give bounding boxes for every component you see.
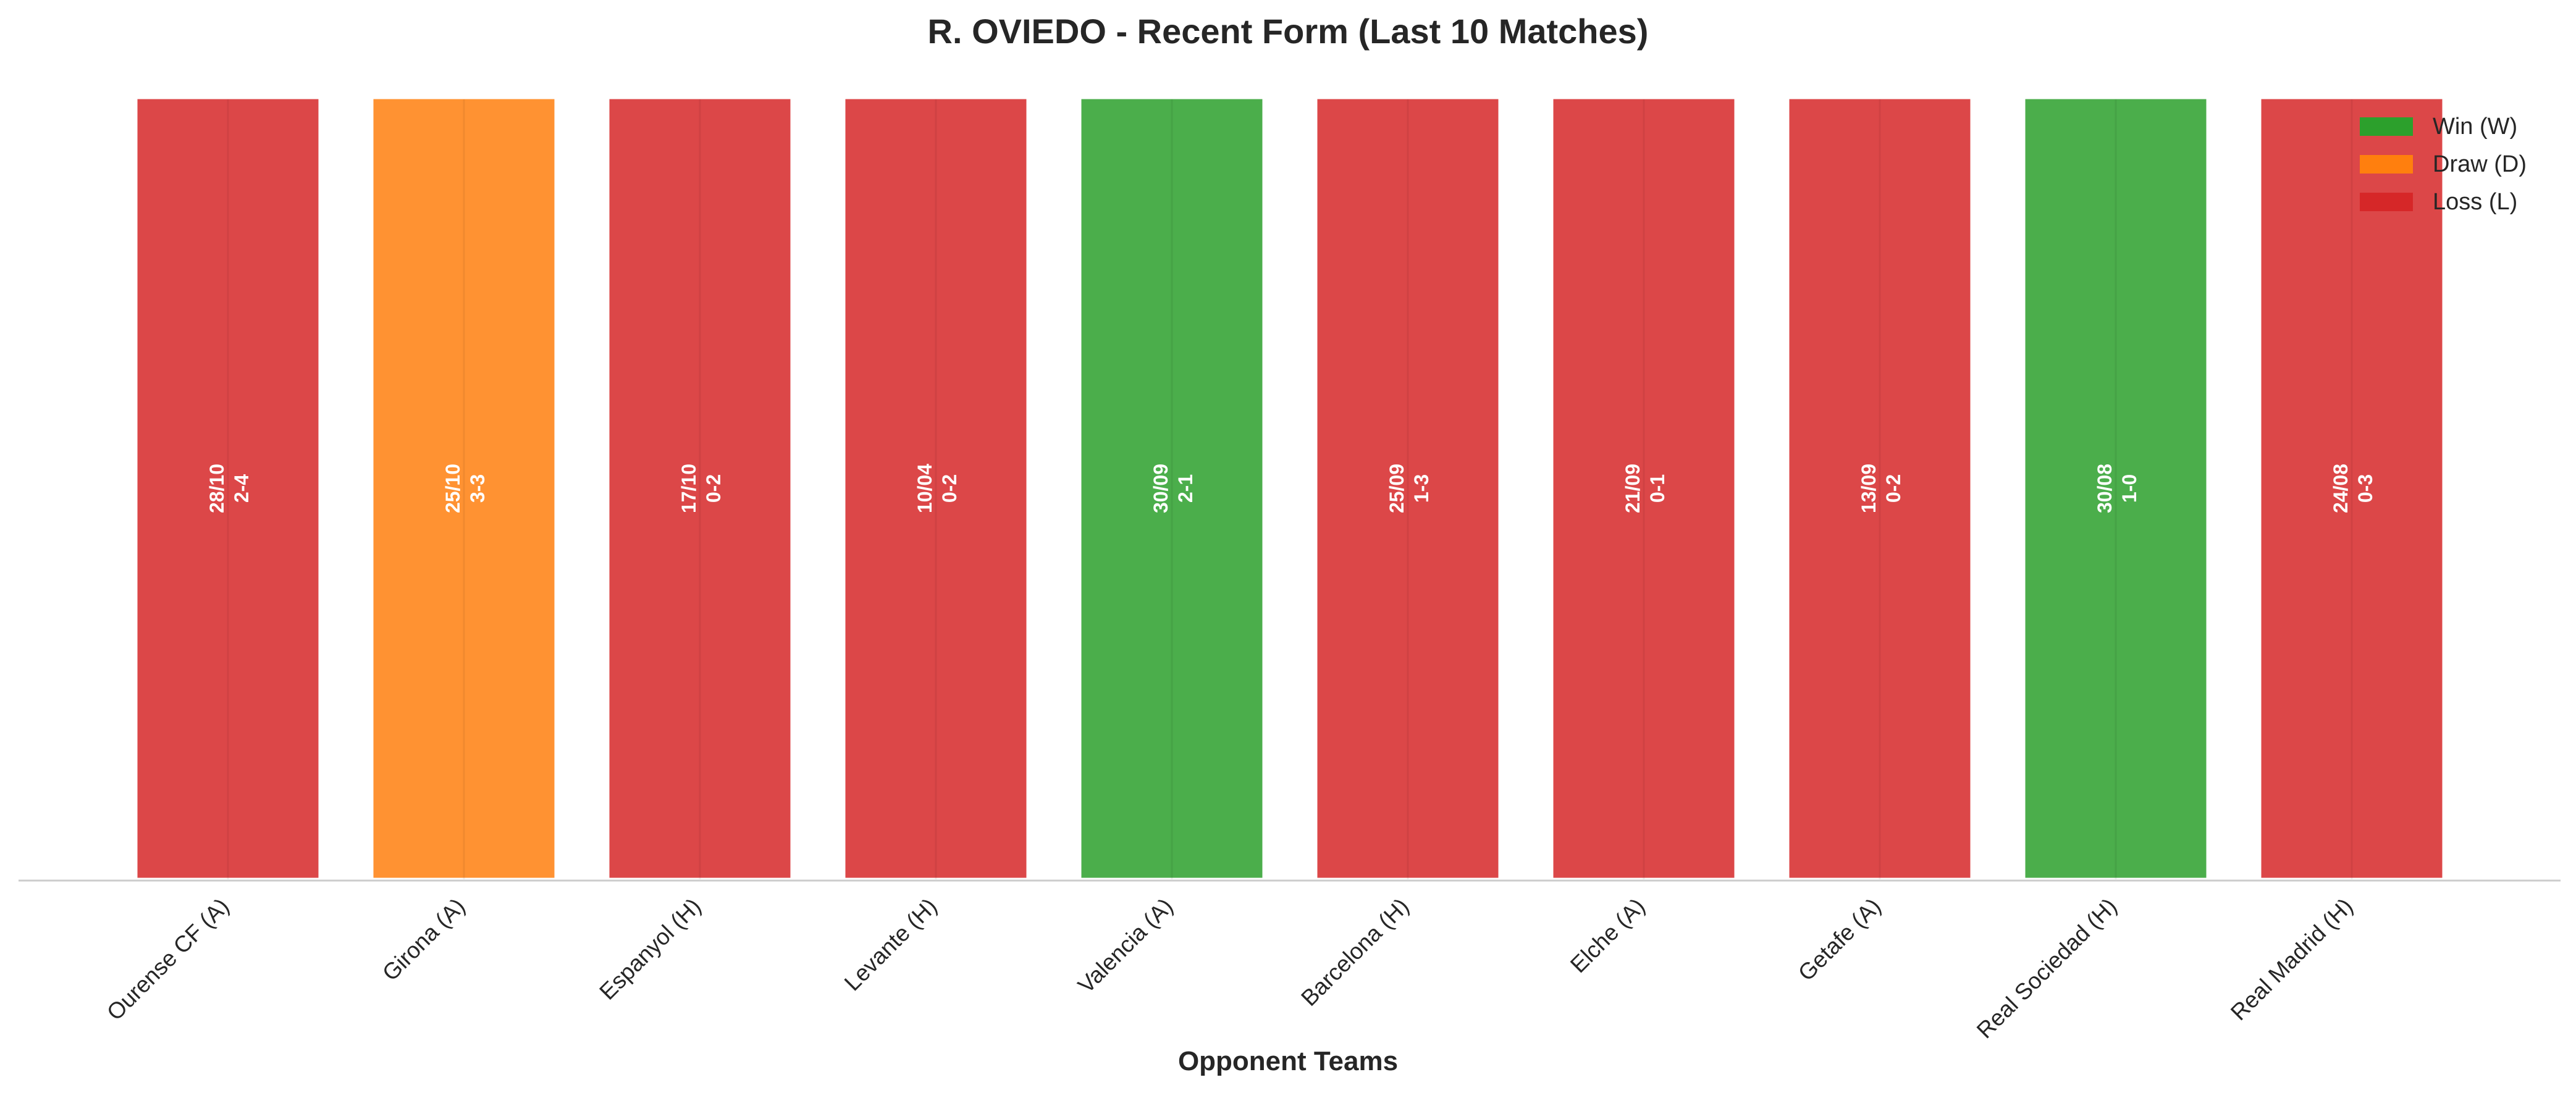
bar-date-label: 25/09 (1386, 464, 1408, 513)
bar-score-label: 1-0 (2118, 474, 2140, 503)
bar-date-label: 25/10 (442, 464, 464, 513)
x-tick-label: Real Sociedad (H) (1972, 894, 2122, 1044)
x-tick-label: Barcelona (H) (1296, 894, 1413, 1011)
bar-score-label: 3-3 (466, 474, 489, 503)
bar-date-label: 30/08 (2094, 464, 2116, 513)
bar-score-label: 2-1 (1174, 474, 1197, 503)
legend-label-l: Loss (L) (2433, 189, 2517, 215)
legend-label-d: Draw (D) (2433, 151, 2527, 177)
legend-swatch-l (2360, 193, 2413, 211)
bar-w (2022, 96, 2210, 881)
bar-score-label: 0-3 (2354, 474, 2376, 503)
legend: Win (W) Draw (D) Loss (L) (2360, 114, 2527, 215)
x-tick-label: Elche (A) (1565, 894, 1650, 978)
bar-l (842, 96, 1030, 881)
bar-l (134, 96, 322, 881)
bar-l (606, 96, 794, 881)
bar-score-label: 1-3 (1410, 474, 1433, 503)
bar-date-label: 21/09 (1622, 464, 1644, 513)
x-tick-label: Getafe (A) (1793, 894, 1886, 986)
x-tick-label: Espanyol (H) (594, 894, 705, 1005)
bar-d (370, 96, 558, 881)
bar-score-label: 0-2 (938, 474, 961, 503)
bar-score-label: 2-4 (230, 474, 253, 503)
bars-group: 28/10 2-4 25/10 3-3 17/10 0-2 10/04 0-2 30/09 2-1… (134, 96, 2446, 881)
x-tick-label: Valencia (A) (1073, 894, 1178, 999)
bar-score-label: 0-2 (1882, 474, 1905, 503)
bar-date-label: 13/09 (1858, 464, 1880, 513)
bar-l (1786, 96, 1974, 881)
legend-swatch-d (2360, 155, 2413, 174)
bar-l (2258, 96, 2446, 881)
chart-title: R. OVIEDO - Recent Form (Last 10 Matches… (928, 12, 1649, 51)
x-tick-label: Ourense CF (A) (102, 894, 234, 1026)
x-axis-label: Opponent Teams (1178, 1046, 1398, 1076)
x-tick-labels: Ourense CF (A) Girona (A) Espanyol (H) Leva… (102, 894, 2358, 1044)
bar-date-label: 30/09 (1150, 464, 1172, 513)
bar-l (1314, 96, 1502, 881)
bar-date-label: 10/04 (914, 464, 936, 513)
bar-l (1550, 96, 1738, 881)
bar-date-label: 28/10 (206, 464, 228, 513)
bar-date-label: 17/10 (678, 464, 700, 513)
x-tick-label: Real Madrid (H) (2226, 894, 2358, 1026)
legend-swatch-w (2360, 117, 2413, 136)
bar-date-label: 24/08 (2330, 464, 2352, 513)
bar-w (1078, 96, 1266, 881)
x-tick-label: Levante (H) (840, 894, 942, 996)
bar-score-label: 0-2 (702, 474, 725, 503)
legend-label-w: Win (W) (2433, 114, 2517, 140)
x-tick-label: Girona (A) (377, 894, 470, 986)
bar-score-label: 0-1 (1646, 474, 1669, 503)
